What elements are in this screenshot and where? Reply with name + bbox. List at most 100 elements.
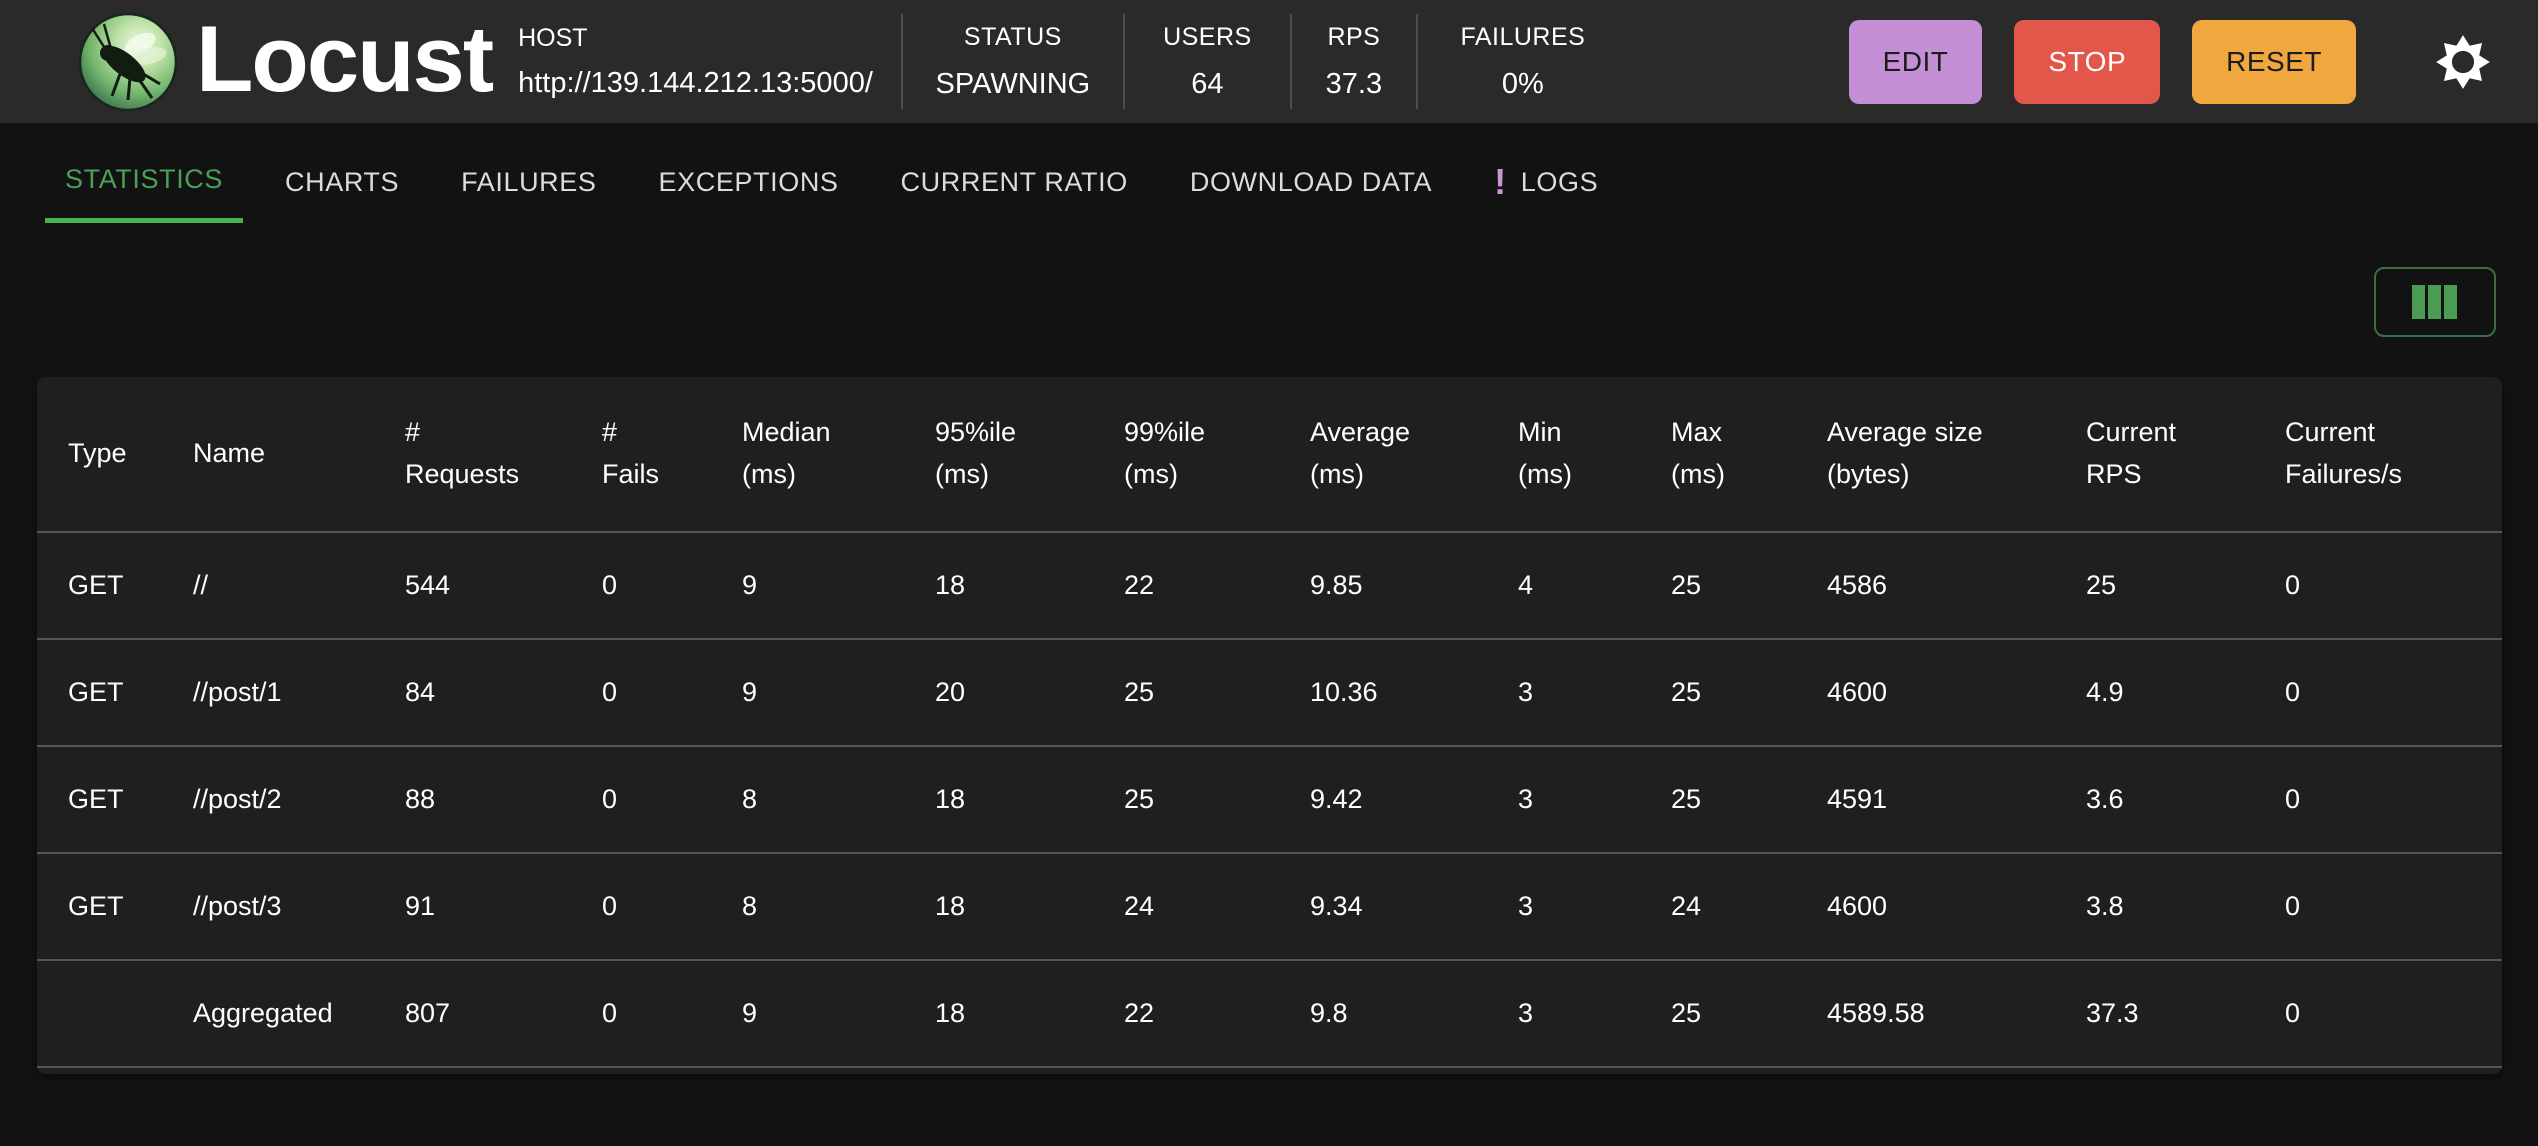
table-cell: 25 [1671, 570, 1702, 600]
tab-statistics[interactable]: STATISTICS [45, 141, 244, 223]
stat-group-status: STATUS SPAWNING [900, 14, 1123, 109]
table-cell: 9.34 [1310, 891, 1363, 921]
table-cell: 3 [1518, 677, 1534, 707]
table-cell: 18 [935, 784, 966, 814]
tab-logs[interactable]: ! LOGS [1474, 141, 1618, 223]
table-cell: 9 [742, 570, 758, 600]
table-cell: 18 [935, 998, 966, 1028]
host-label: HOST [518, 23, 588, 52]
column-header[interactable]: # Fails [602, 417, 660, 489]
stat-label: RPS [1327, 22, 1381, 51]
settings-gear-icon [2436, 34, 2490, 89]
edit-button[interactable]: EDIT [1848, 19, 1983, 104]
table-row: GET // 544 0 9 18 22 9.85 4 25 4586 25 0 [37, 532, 2502, 639]
table-cell: 4600 [1827, 677, 1888, 707]
table-cell: 25 [1671, 784, 1702, 814]
table-toolbar [0, 237, 2538, 377]
stat-label: USERS [1163, 22, 1252, 51]
table-cell: 4.9 [2086, 677, 2124, 707]
tab-bar: STATISTICS CHARTS FAILURES EXCEPTIONS CU… [0, 141, 2538, 237]
table-cell: 9.42 [1310, 784, 1363, 814]
stats-table-body: GET//544 0 9 18 22 9.85 4 25 4586 25 0 GET//post/1 8… [37, 532, 2502, 1067]
table-cell: 22 [1124, 998, 1155, 1028]
column-header[interactable]: # Requests [405, 417, 520, 489]
app-header: Locust HOST http://139.144.212.13:5000/ … [0, 0, 2538, 123]
header-actions: EDIT STOP RESET [1848, 19, 2538, 104]
table-cell: 9.8 [1310, 998, 1348, 1028]
column-header[interactable]: Current RPS [2086, 417, 2177, 489]
status-value: SPAWNING [935, 67, 1091, 100]
header-stats-strip: STATUS SPAWNING USERS 64 RPS 37.3 FAILUR… [900, 0, 1628, 123]
column-header[interactable]: Min (ms) [1518, 417, 1572, 489]
table-cell: 0 [602, 784, 618, 814]
statistics-table: Type Name # Requests # Fails Median (ms) 95%i… [37, 377, 2502, 1068]
table-row: Aggregated 807 0 9 18 22 9.8 3 25 4589.58 37.3 0 [37, 960, 2502, 1067]
table-cell: 0 [2285, 570, 2301, 600]
tab-label: DOWNLOAD DATA [1189, 166, 1433, 197]
column-header[interactable]: Name [193, 438, 266, 469]
table-cell: 22 [1124, 570, 1155, 600]
column-header[interactable]: Current Failures/s [2285, 417, 2403, 489]
table-cell: 25 [1124, 677, 1155, 707]
tab-label: EXCEPTIONS [658, 166, 839, 197]
table-cell: 0 [602, 677, 618, 707]
stat-label: STATUS [963, 22, 1062, 51]
failures-value: 0% [1501, 67, 1544, 100]
table-cell: // [193, 570, 209, 600]
stat-group-failures: FAILURES 0% [1415, 14, 1628, 109]
column-header[interactable]: Max (ms) [1671, 417, 1725, 489]
settings-button[interactable] [2388, 34, 2538, 90]
tab-download-data[interactable]: DOWNLOAD DATA [1170, 141, 1452, 223]
host-url: http://139.144.212.13:5000/ [518, 66, 873, 99]
table-cell: 25 [2086, 570, 2117, 600]
table-cell: 8 [742, 891, 758, 921]
table-cell: 9.85 [1310, 570, 1363, 600]
tab-label: LOGS [1520, 166, 1599, 197]
column-header[interactable]: Average size (bytes) [1827, 417, 1983, 489]
table-cell: 0 [2285, 784, 2301, 814]
table-cell: GET [68, 677, 124, 707]
column-header[interactable]: 99%ile (ms) [1124, 417, 1206, 489]
stats-table-header-row: Type Name # Requests # Fails Median (ms) 95%i… [37, 377, 2502, 532]
column-header[interactable]: Type [68, 438, 127, 469]
table-cell: 24 [1124, 891, 1155, 921]
table-cell: 88 [405, 784, 436, 814]
table-cell: 0 [602, 891, 618, 921]
table-row: GET //post/2 88 0 8 18 25 9.42 3 25 4591 3.6 0 [37, 746, 2502, 853]
table-cell: GET [68, 784, 124, 814]
tab-label: STATISTICS [65, 164, 224, 194]
tab-failures[interactable]: FAILURES [441, 141, 616, 223]
main-content: Type Name # Requests # Fails Median (ms) 95%i… [0, 237, 2538, 1074]
table-cell: 25 [1671, 998, 1702, 1028]
table-cell: 3.6 [2086, 784, 2124, 814]
table-cell: 0 [2285, 677, 2301, 707]
column-header[interactable]: Average (ms) [1310, 417, 1411, 489]
table-cell: 9 [742, 998, 758, 1028]
column-selector-button[interactable] [2374, 267, 2496, 337]
logs-alert-badge: ! [1494, 161, 1507, 202]
table-row: GET //post/3 91 0 8 18 24 9.34 3 24 4600 3.8 0 [37, 853, 2502, 960]
stop-button[interactable]: STOP [2014, 19, 2161, 104]
table-cell: 0 [2285, 891, 2301, 921]
tab-label: CHARTS [285, 166, 400, 197]
tab-exceptions[interactable]: EXCEPTIONS [639, 141, 859, 223]
column-header[interactable]: 95%ile (ms) [935, 417, 1017, 489]
table-cell: GET [68, 891, 124, 921]
table-cell: 10.36 [1310, 677, 1378, 707]
tab-current-ratio[interactable]: CURRENT RATIO [881, 141, 1148, 223]
tab-charts[interactable]: CHARTS [265, 141, 419, 223]
table-cell: 4600 [1827, 891, 1888, 921]
statistics-table-card: Type Name # Requests # Fails Median (ms) 95%i… [37, 377, 2502, 1074]
table-cell: 9 [742, 677, 758, 707]
table-cell: 25 [1671, 677, 1702, 707]
table-cell: //post/3 [193, 891, 282, 921]
column-header[interactable]: Median (ms) [742, 417, 831, 489]
table-cell: 8 [742, 784, 758, 814]
tab-label: CURRENT RATIO [900, 166, 1128, 197]
table-cell: Aggregated [193, 998, 333, 1028]
table-cell: 0 [602, 570, 618, 600]
table-cell: 3 [1518, 891, 1534, 921]
reset-button[interactable]: RESET [2192, 19, 2356, 104]
tab-label: FAILURES [461, 166, 597, 197]
table-cell: 4586 [1827, 570, 1888, 600]
